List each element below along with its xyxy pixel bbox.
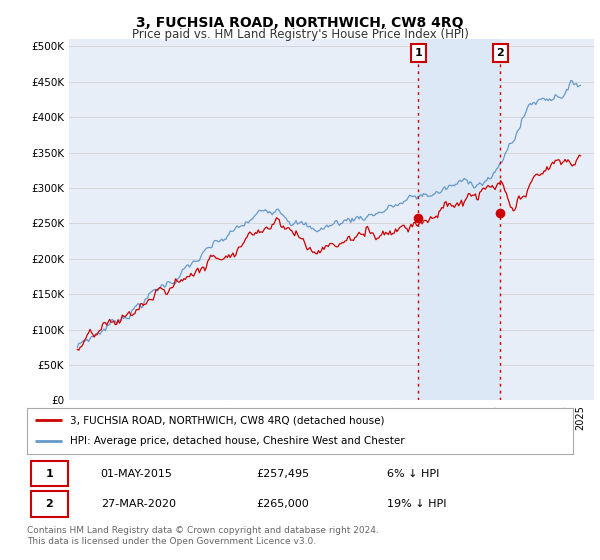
Text: Contains HM Land Registry data © Crown copyright and database right 2024.
This d: Contains HM Land Registry data © Crown c… [27, 526, 379, 546]
Text: 6% ↓ HPI: 6% ↓ HPI [388, 469, 440, 479]
Text: 1: 1 [415, 48, 422, 58]
FancyBboxPatch shape [31, 461, 68, 487]
Text: 01-MAY-2015: 01-MAY-2015 [101, 469, 173, 479]
Text: £265,000: £265,000 [256, 499, 309, 509]
Text: 2: 2 [497, 48, 504, 58]
Text: 3, FUCHSIA ROAD, NORTHWICH, CW8 4RQ (detached house): 3, FUCHSIA ROAD, NORTHWICH, CW8 4RQ (det… [70, 415, 384, 425]
Text: Price paid vs. HM Land Registry's House Price Index (HPI): Price paid vs. HM Land Registry's House … [131, 28, 469, 41]
Text: 27-MAR-2020: 27-MAR-2020 [101, 499, 176, 509]
FancyBboxPatch shape [31, 492, 68, 516]
Text: 1: 1 [46, 469, 53, 479]
Text: 3, FUCHSIA ROAD, NORTHWICH, CW8 4RQ: 3, FUCHSIA ROAD, NORTHWICH, CW8 4RQ [136, 16, 464, 30]
Bar [418, 39, 500, 400]
Text: £257,495: £257,495 [256, 469, 310, 479]
Text: HPI: Average price, detached house, Cheshire West and Chester: HPI: Average price, detached house, Ches… [70, 436, 404, 446]
Text: 2: 2 [46, 499, 53, 509]
Text: 19% ↓ HPI: 19% ↓ HPI [388, 499, 447, 509]
